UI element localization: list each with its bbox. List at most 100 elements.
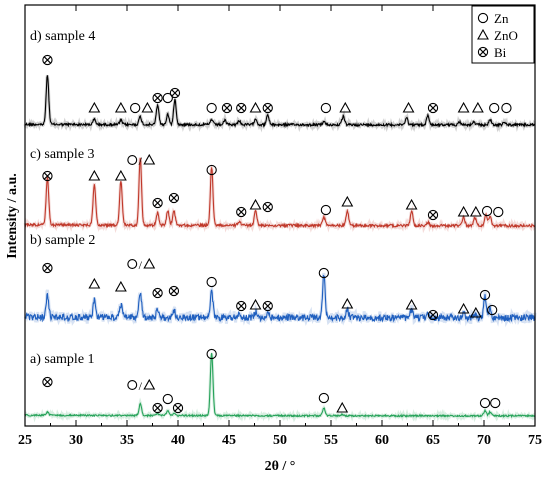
series-line [24,75,536,128]
circle-marker [487,304,498,316]
crossed-circle-marker [42,170,53,182]
circle-triangle-marker: / [127,153,156,168]
triangle-marker [114,101,127,113]
circle-marker [501,102,512,114]
legend-box [471,5,535,64]
crossed-circle-marker [262,102,273,114]
series-line [24,274,536,323]
svg-text:/: / [139,258,143,272]
series-line [24,157,536,230]
circle-triangle-marker: / [127,378,156,393]
circle-marker [490,397,501,409]
phase-markers: / [42,348,501,414]
x-tick-label: 65 [426,433,440,448]
triangle-marker [405,298,418,310]
circle-marker [320,204,332,216]
x-tick-label: 60 [375,433,389,448]
series-label: a) sample 1 [30,352,95,367]
x-tick-label: 55 [324,433,338,448]
circle-marker [318,267,330,279]
series-haze [23,157,536,234]
circle-marker [130,102,141,114]
legend: Zn ZnO Bi [471,5,535,64]
triangle-marker [405,198,418,210]
circle-marker [479,397,491,409]
x-tick-label: 75 [528,433,542,448]
crossed-circle-marker [172,402,184,414]
x-tick-label: 40 [171,433,185,448]
series-label: b) sample 2 [30,233,95,248]
triangle-marker [471,101,484,113]
legend-item: Bi [477,45,507,60]
circle-marker [493,206,504,218]
crossed-circle-marker [152,92,163,104]
svg-text:/: / [139,379,143,393]
crossed-circle-marker [42,262,53,274]
crossed-circle-marker [262,201,273,213]
phase-markers: / [42,257,498,321]
series-4: a) sample 1 / [23,348,536,423]
triangle-marker [336,401,349,413]
triangle-marker [141,101,154,113]
crossed-circle-marker [427,209,439,221]
circle-marker [481,205,493,217]
triangle-marker [249,298,262,310]
svg-text:/: / [139,154,143,168]
legend-item: Zn [477,11,509,26]
triangle-marker [402,101,415,113]
crossed-circle-marker [221,102,233,114]
x-tick-label: 25 [18,433,32,448]
triangle-marker [339,101,352,113]
triangle-marker [114,169,127,181]
circle-marker [479,289,491,301]
triangle-marker [341,297,354,309]
series-line [24,352,536,419]
phase-markers: / [42,153,504,221]
crossed-circle-marker [152,197,163,209]
crossed-circle-marker [236,300,247,312]
crossed-circle-marker [262,300,273,312]
circle-triangle-marker: / [127,257,156,272]
triangle-marker [457,205,470,217]
triangle-marker [249,198,262,210]
triangle-legend-icon [477,28,489,40]
circle-marker [206,276,217,288]
triangle-marker [341,195,354,207]
series-label: d) sample 4 [30,29,95,44]
circle-marker [318,392,330,404]
triangle-marker [88,277,101,289]
x-tick-label: 30 [69,433,83,448]
circle-marker [320,102,332,114]
x-tick-label: 70 [477,433,491,448]
triangle-marker [88,169,101,181]
crossed-circle-legend-icon [477,46,489,58]
y-axis-label: Intensity / a.u. [5,173,20,259]
crossed-circle-marker [236,102,247,114]
series-3: b) sample 2 / [23,233,537,328]
triangle-marker [469,205,482,217]
crossed-circle-marker [42,376,53,388]
crossed-circle-marker [152,287,163,299]
x-axis-label: 2θ / ° [265,459,296,474]
crossed-circle-marker [168,192,180,204]
triangle-marker [88,101,101,113]
legend-label: Zn [494,11,509,26]
legend-item: ZnO [477,28,518,43]
circle-legend-icon [477,12,489,24]
series-haze [23,74,536,133]
crossed-circle-marker [42,54,53,66]
circle-marker [162,393,173,405]
circle-marker [206,348,217,360]
crossed-circle-marker [168,285,180,297]
series-1: d) sample 4 [23,29,536,133]
crossed-circle-marker [236,206,247,218]
circle-marker [206,164,217,176]
legend-label: Bi [494,45,507,60]
x-tick-label: 45 [222,433,236,448]
crossed-circle-marker [427,102,439,114]
series-2: c) sample 3 / [23,147,536,234]
x-tick-label: 35 [120,433,134,448]
triangle-marker [469,306,482,318]
circle-marker [206,102,217,114]
